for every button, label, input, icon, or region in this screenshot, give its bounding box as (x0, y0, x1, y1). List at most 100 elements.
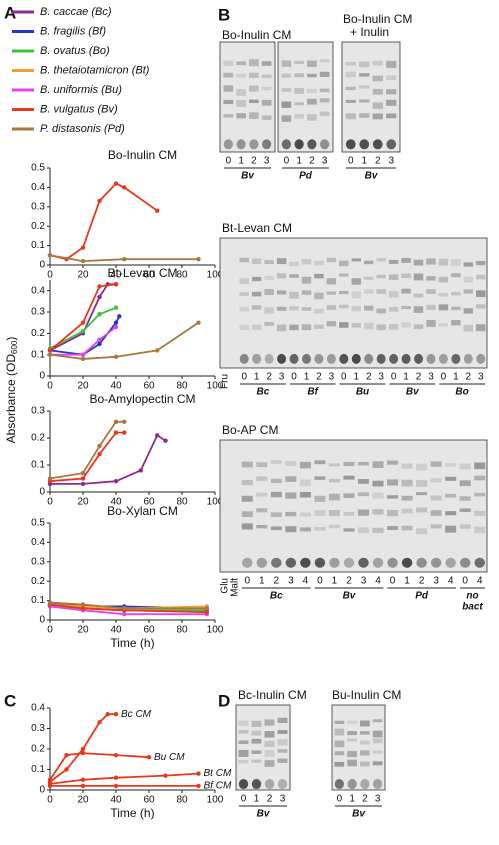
panel-label: D (218, 691, 230, 710)
y-tick-label: 0.1 (31, 460, 45, 471)
gel-marker-label: Glu (220, 578, 231, 594)
x-tick-label: 100 (207, 625, 224, 636)
gel-band (376, 324, 386, 331)
gel-band (264, 731, 275, 738)
gel-spot (252, 353, 262, 364)
data-point (113, 752, 119, 758)
x-tick-label: 20 (77, 795, 89, 806)
gel-band (285, 476, 297, 482)
gel-spot (476, 353, 486, 364)
data-point (80, 320, 86, 325)
legend-label: B. fragilis (Bf) (40, 25, 106, 37)
gel-band (459, 508, 471, 512)
gel-band (289, 274, 299, 278)
gel-band (319, 59, 330, 63)
gel-band (438, 276, 449, 283)
gel-band (307, 60, 317, 67)
gel-spot (277, 779, 288, 790)
gel-band (334, 740, 345, 748)
lane-label: 2 (309, 156, 315, 167)
gel-band (264, 750, 275, 758)
gel-band (459, 524, 471, 529)
gel-band (357, 492, 370, 497)
lane-label: 4 (303, 576, 309, 587)
gel-band (294, 60, 304, 65)
gel-band (413, 259, 424, 266)
gel-band (372, 60, 383, 66)
series-line (49, 254, 199, 263)
lane-label: 1 (403, 372, 409, 383)
gel-band (416, 507, 428, 513)
data-point (196, 771, 201, 776)
x-tick-label: 60 (143, 270, 155, 281)
y-tick-label: 0 (39, 371, 45, 382)
gel-band (277, 738, 288, 746)
gel-band (223, 60, 234, 66)
gel-spot (416, 557, 427, 568)
gel-band (363, 305, 374, 311)
lane-label: 2 (316, 372, 322, 383)
data-point (113, 354, 119, 359)
gel-title: Bu-Inulin CM (332, 688, 401, 702)
gel-band (459, 496, 471, 501)
gel-band (343, 511, 355, 516)
legend-label: B. vulgatus (Bv) (40, 103, 118, 115)
gel-band (476, 324, 486, 332)
data-point (97, 284, 102, 289)
gel-band (387, 460, 399, 465)
gel-band (294, 102, 304, 106)
data-point (113, 711, 119, 717)
gel-spot (256, 557, 268, 568)
x-axis-label: Time (h) (110, 806, 154, 820)
lane-label: 3 (329, 372, 335, 383)
gel-spot (358, 557, 369, 568)
gel-band (372, 738, 383, 744)
gel-band (345, 71, 356, 78)
gel-band (387, 479, 399, 486)
data-point (113, 430, 119, 435)
gel-image (219, 439, 488, 573)
y-tick-label: 0.3 (31, 406, 45, 417)
x-tick-label: 40 (110, 381, 122, 392)
gel-band (314, 510, 326, 516)
gel-spot (320, 139, 330, 150)
x-tick-label: 40 (110, 625, 122, 636)
gel-band (276, 258, 287, 265)
gel-band (256, 462, 268, 468)
gel-spot (238, 779, 249, 790)
gel-band (299, 479, 311, 487)
y-axis-label: Absorbance (OD600) (4, 337, 19, 444)
gel-spot (401, 353, 411, 364)
gel-band (416, 528, 428, 535)
data-point (138, 468, 143, 473)
gel-band (239, 278, 249, 284)
gel-band (438, 304, 449, 311)
gel-band (372, 719, 383, 723)
lane-label: 1 (254, 794, 260, 805)
gel-band (388, 274, 399, 280)
gel-title: Bt-Levan CM (222, 221, 292, 235)
data-point (80, 476, 86, 481)
lane-label: 4 (375, 576, 381, 587)
gel-band (386, 75, 397, 81)
gel-band (314, 527, 326, 531)
gel-spot (438, 353, 448, 364)
data-point (80, 258, 86, 264)
data-point (204, 606, 209, 611)
gel-band (289, 306, 299, 311)
data-point (80, 606, 86, 611)
gel-band (345, 86, 356, 91)
gel-spot (277, 353, 287, 364)
lane-label: 1 (238, 156, 244, 167)
gel-band (416, 463, 428, 471)
gel-band (270, 478, 282, 484)
chart-title: Bo-Inulin CM (108, 148, 177, 162)
y-tick-label: 0 (39, 260, 45, 271)
data-point (122, 611, 127, 617)
gel-band (416, 492, 428, 496)
data-point (163, 773, 168, 778)
gel-band (334, 728, 345, 736)
y-tick-label: 0.3 (31, 201, 45, 212)
data-point (196, 783, 201, 789)
gel-band (401, 495, 413, 501)
